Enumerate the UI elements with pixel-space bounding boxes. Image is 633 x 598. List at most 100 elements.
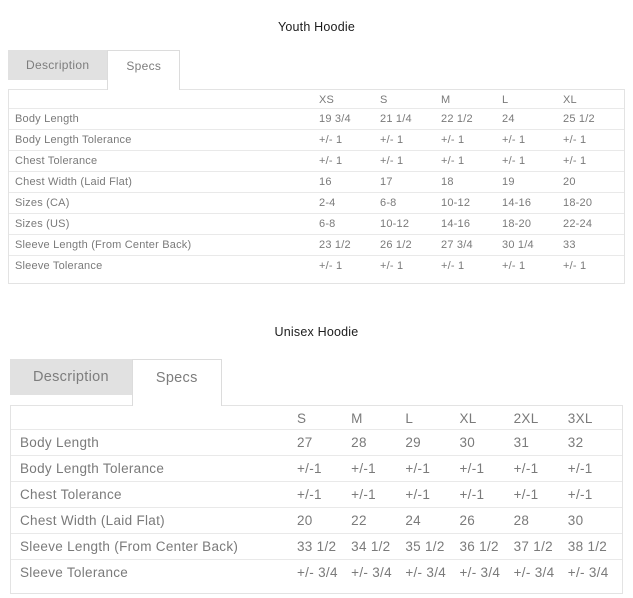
row-label-header — [11, 406, 297, 430]
cell-value: +/- 3/4 — [459, 565, 501, 580]
cell-value: 30 1/4 — [502, 239, 534, 251]
row-label: Chest Tolerance — [20, 487, 122, 502]
cell-value: +/- 3/4 — [513, 565, 555, 580]
cell-value: +/-1 — [351, 487, 376, 502]
table-row: Chest Tolerance +/-1 +/-1 +/-1 +/-1 +/-1 +/-1 — [11, 481, 622, 508]
cell-value: +/-1 — [405, 461, 431, 476]
row-label: Sleeve Length (From Center Back) — [20, 539, 239, 554]
cell-value: 17 — [380, 176, 393, 188]
cell-value: +/- 1 — [441, 155, 465, 167]
cell-value: +/- 3/4 — [567, 565, 609, 580]
spec-table-container: XS S M L XL Body Length 19 3/4 21 1/4 22 1/2 24 25… — [8, 89, 625, 284]
cell-value: 33 — [563, 239, 576, 251]
section-youth-hoodie: Youth Hoodie Description Specs XS S M L XL Bo… — [0, 20, 633, 284]
cell-value: 10-12 — [380, 218, 410, 230]
column-header-l: L — [502, 94, 509, 106]
table-row: Sleeve Length (From Center Back) 23 1/2 26… — [9, 234, 624, 256]
cell-value: 18 — [441, 176, 454, 188]
table-row: Body Length Tolerance +/-1 +/-1 +/-1 +/-1 +/-… — [11, 455, 622, 482]
cell-value: +/- 3/4 — [297, 565, 338, 580]
row-label: Chest Width (Laid Flat) — [15, 176, 133, 188]
tab-specs[interactable]: Specs — [131, 359, 222, 406]
cell-value: 30 — [567, 513, 584, 528]
cell-value: 14-16 — [441, 218, 471, 230]
section-unisex-hoodie: Unisex Hoodie Description Specs S M L XL 2XL… — [0, 325, 633, 594]
cell-value: +/-1 — [351, 461, 376, 476]
table-header-row: XS S M L XL — [9, 90, 624, 109]
cell-value: +/-1 — [567, 487, 593, 502]
cell-value: 18-20 — [502, 218, 532, 230]
cell-value: +/- 1 — [502, 134, 526, 146]
row-label: Body Length — [20, 435, 100, 450]
cell-value: 24 — [405, 513, 421, 528]
table-row: Chest Width (Laid Flat) 20 22 24 26 28 30 — [11, 507, 622, 534]
cell-value: +/- 1 — [563, 134, 587, 146]
row-label: Sleeve Tolerance — [20, 565, 129, 580]
column-header-l: L — [405, 411, 414, 426]
cell-value: 22-24 — [563, 218, 593, 230]
column-header-m: M — [441, 94, 451, 106]
cell-value: +/-1 — [405, 487, 431, 502]
table-row: Chest Tolerance +/- 1 +/- 1 +/- 1 +/- 1 +/- 1 — [9, 150, 624, 172]
table-row: Sizes (CA) 2-4 6-8 10-12 14-16 18-20 — [9, 192, 624, 214]
cell-value: 36 1/2 — [459, 539, 499, 554]
cell-value: 30 — [459, 435, 476, 450]
column-header-xs: XS — [319, 94, 335, 106]
cell-value: +/-1 — [513, 461, 539, 476]
tab-bar: Description Specs — [10, 359, 633, 406]
row-label: Body Length Tolerance — [20, 461, 165, 476]
table-row: Sleeve Tolerance +/- 1 +/- 1 +/- 1 +/- 1 +/- … — [9, 255, 624, 277]
cell-value: 6-8 — [319, 218, 336, 230]
cell-value: 27 3/4 — [441, 239, 473, 251]
cell-value: +/- 1 — [563, 260, 587, 272]
cell-value: 14-16 — [502, 197, 532, 209]
tab-specs[interactable]: Specs — [107, 50, 181, 90]
column-header-3xl: 3XL — [567, 411, 593, 426]
cell-value: 22 1/2 — [441, 113, 473, 125]
cell-value: 28 — [513, 513, 530, 528]
row-label: Sizes (US) — [15, 218, 70, 230]
row-label: Sleeve Tolerance — [15, 260, 103, 272]
cell-value: 21 1/4 — [380, 113, 412, 125]
cell-value: 23 1/2 — [319, 239, 351, 251]
tab-description[interactable]: Description — [10, 359, 132, 395]
cell-value: 24 — [502, 113, 515, 125]
row-label: Chest Tolerance — [15, 155, 98, 167]
cell-value: +/-1 — [459, 487, 485, 502]
cell-value: 31 — [513, 435, 530, 450]
cell-value: 22 — [351, 513, 367, 528]
cell-value: 10-12 — [441, 197, 471, 209]
cell-value: +/- 1 — [563, 155, 587, 167]
cell-value: +/-1 — [297, 461, 322, 476]
cell-value: 38 1/2 — [567, 539, 608, 554]
column-header-s: S — [380, 94, 388, 106]
cell-value: +/- 1 — [319, 260, 343, 272]
column-header-m: M — [351, 411, 363, 426]
cell-value: 6-8 — [380, 197, 397, 209]
cell-value: 37 1/2 — [513, 539, 553, 554]
spec-table-container: S M L XL 2XL 3XL Body Length 27 28 29 30 31 32 Body L… — [10, 405, 623, 594]
cell-value: 16 — [319, 176, 332, 188]
cell-value: +/-1 — [513, 487, 539, 502]
cell-value: +/-1 — [459, 461, 485, 476]
column-header-xl: XL — [459, 411, 477, 426]
cell-value: +/- 1 — [380, 260, 404, 272]
cell-value: 19 — [502, 176, 515, 188]
column-header-2xl: 2XL — [513, 411, 539, 426]
cell-value: +/-1 — [567, 461, 593, 476]
cell-value: +/- 3/4 — [351, 565, 392, 580]
tab-description[interactable]: Description — [8, 50, 108, 80]
cell-value: +/- 3/4 — [405, 565, 447, 580]
cell-value: +/- 1 — [441, 134, 465, 146]
cell-value: 26 1/2 — [380, 239, 412, 251]
tab-bar: Description Specs — [8, 50, 633, 90]
table-row: Sleeve Length (From Center Back) 33 1/2 34… — [11, 533, 622, 560]
cell-value: +/-1 — [297, 487, 322, 502]
page-title: Unisex Hoodie — [274, 325, 359, 339]
cell-value: +/- 1 — [502, 155, 526, 167]
row-label: Sizes (CA) — [15, 197, 70, 209]
spec-table: XS S M L XL Body Length 19 3/4 21 1/4 22 1/2 24 25… — [9, 90, 624, 276]
cell-value: 25 1/2 — [563, 113, 595, 125]
table-row: Sizes (US) 6-8 10-12 14-16 18-20 22-24 — [9, 213, 624, 235]
cell-value: +/- 1 — [319, 134, 343, 146]
